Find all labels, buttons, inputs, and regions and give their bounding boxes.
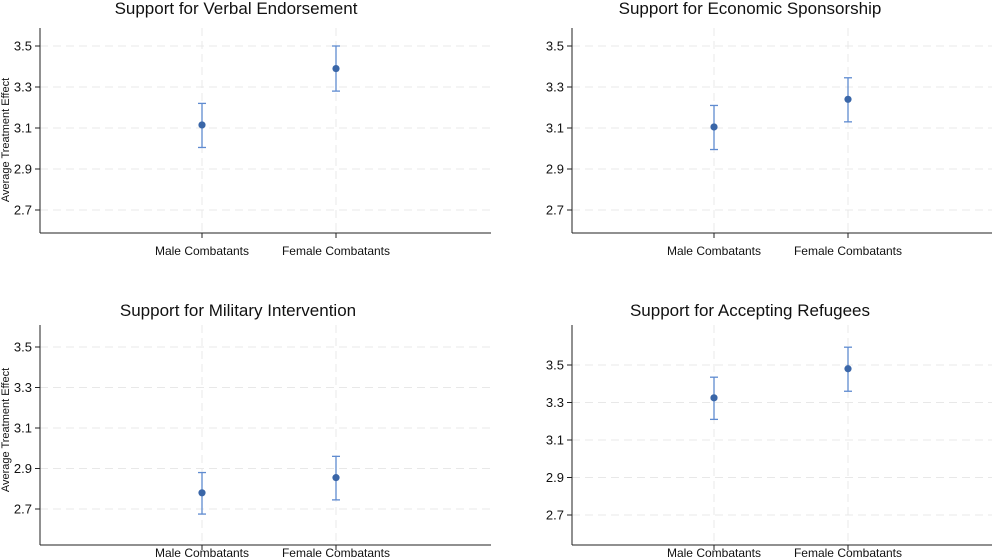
data-point — [710, 394, 718, 402]
y-tick-label: 2.9 — [14, 162, 32, 177]
y-axis-label: Average Treatment Effect — [0, 78, 12, 202]
y-tick-label: 3.1 — [546, 121, 564, 136]
data-point — [844, 95, 852, 103]
y-tick-label: 2.7 — [546, 508, 564, 523]
y-tick-label: 3.1 — [546, 433, 564, 448]
y-tick-label: 3.5 — [14, 39, 32, 54]
x-tick-label: Female Combatants — [794, 546, 902, 559]
x-tick-label: Male Combatants — [667, 244, 761, 258]
data-point — [844, 365, 852, 373]
x-tick-label: Female Combatants — [794, 244, 902, 258]
chart-panel-4: Support for Accepting Refugees 2.7 2.9 3.1 3… — [546, 301, 992, 559]
y-tick-label: 2.7 — [14, 502, 32, 517]
y-tick-label: 3.3 — [14, 380, 32, 395]
chart-panel-2: Support for Economic Sponsorship 2.7 2.9 3.… — [546, 0, 992, 258]
y-tick-label: 2.9 — [546, 162, 564, 177]
y-tick-label: 3.1 — [14, 421, 32, 436]
y-tick-label: 3.1 — [14, 121, 32, 136]
data-point — [332, 474, 340, 482]
y-tick-label: 2.7 — [14, 203, 32, 218]
y-tick-label: 2.9 — [546, 470, 564, 485]
y-tick-label: 3.3 — [14, 80, 32, 95]
data-point — [198, 489, 206, 497]
chart-title: Support for Military Intervention — [120, 301, 356, 320]
y-tick-label: 3.5 — [14, 340, 32, 355]
x-tick-label: Female Combatants — [282, 546, 390, 559]
chart-title: Support for Verbal Endorsement — [115, 0, 358, 18]
x-tick-label: Male Combatants — [667, 546, 761, 559]
chart-panel-1: Support for Verbal Endorsement Average Tr… — [0, 0, 491, 258]
data-point — [710, 123, 718, 131]
y-axis-label: Average Treatment Effect — [0, 368, 12, 492]
data-point — [332, 64, 340, 73]
chart-title: Support for Accepting Refugees — [630, 301, 870, 320]
y-tick-label: 3.5 — [546, 39, 564, 54]
y-tick-label: 2.7 — [546, 203, 564, 218]
chart-title: Support for Economic Sponsorship — [619, 0, 882, 18]
y-tick-label: 3.3 — [546, 395, 564, 410]
data-point — [198, 121, 206, 129]
y-tick-label: 3.3 — [546, 80, 564, 95]
x-tick-label: Male Combatants — [155, 244, 249, 258]
y-tick-label: 3.5 — [546, 358, 564, 373]
chart-panel-3: Support for Military Intervention Average… — [0, 301, 491, 559]
y-tick-label: 2.9 — [14, 461, 32, 476]
x-tick-label: Male Combatants — [155, 546, 249, 559]
x-tick-label: Female Combatants — [282, 244, 390, 258]
